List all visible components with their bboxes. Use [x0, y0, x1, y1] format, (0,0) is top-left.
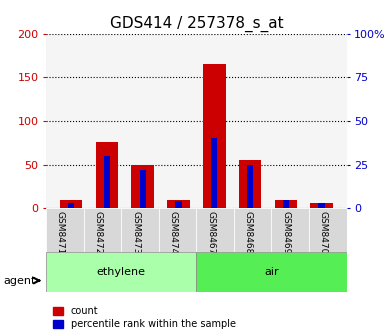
- Bar: [310, 203, 333, 208]
- Bar: [283, 200, 289, 208]
- Bar: [121, 208, 159, 252]
- Text: GSM8472: GSM8472: [94, 210, 102, 254]
- Text: GSM8468: GSM8468: [244, 210, 253, 254]
- Bar: [159, 208, 196, 252]
- Bar: [60, 200, 82, 208]
- Bar: [239, 160, 261, 208]
- Bar: [309, 208, 346, 252]
- Bar: [167, 200, 190, 208]
- Bar: [95, 142, 118, 208]
- Bar: [211, 138, 218, 208]
- Bar: [84, 208, 121, 252]
- Text: GSM8470: GSM8470: [319, 210, 328, 254]
- Bar: [131, 165, 154, 208]
- Title: GDS414 / 257378_s_at: GDS414 / 257378_s_at: [110, 16, 283, 32]
- Bar: [46, 208, 84, 252]
- Text: air: air: [264, 267, 279, 277]
- Bar: [175, 201, 182, 208]
- Bar: [196, 208, 234, 252]
- Bar: [275, 200, 297, 208]
- Text: GSM8467: GSM8467: [206, 210, 215, 254]
- Legend: count, percentile rank within the sample: count, percentile rank within the sample: [51, 304, 238, 331]
- Bar: [68, 203, 74, 208]
- Text: ethylene: ethylene: [97, 267, 146, 277]
- Text: GSM8474: GSM8474: [169, 210, 177, 254]
- Bar: [46, 252, 196, 292]
- Bar: [196, 252, 346, 292]
- Text: agent: agent: [4, 276, 36, 286]
- Bar: [234, 208, 271, 252]
- Bar: [318, 203, 325, 208]
- Bar: [139, 170, 146, 208]
- Bar: [104, 156, 110, 208]
- Text: GSM8469: GSM8469: [281, 210, 290, 254]
- Bar: [271, 208, 309, 252]
- Text: GSM8471: GSM8471: [56, 210, 65, 254]
- Text: GSM8473: GSM8473: [131, 210, 140, 254]
- Bar: [203, 64, 226, 208]
- Bar: [247, 165, 253, 208]
